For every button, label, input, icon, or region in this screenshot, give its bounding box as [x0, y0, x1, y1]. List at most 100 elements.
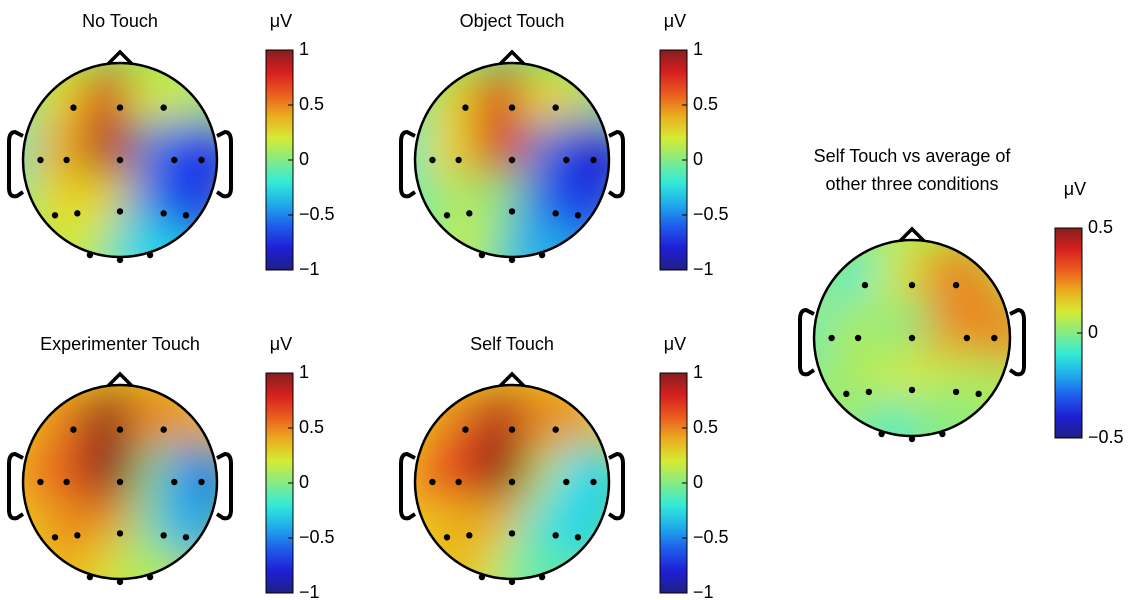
electrode — [552, 104, 559, 111]
scalp-map — [814, 240, 1010, 436]
ear — [399, 451, 417, 521]
colorbar-tick-label: −0.5 — [299, 204, 335, 224]
electrode — [563, 478, 570, 486]
colorbar-tick-label: 0 — [1088, 322, 1098, 342]
electrode — [478, 573, 486, 581]
electrode — [508, 578, 516, 586]
electrode — [508, 208, 516, 215]
electrode — [429, 156, 436, 164]
electrode — [552, 426, 559, 433]
nose — [106, 49, 134, 66]
electrode — [171, 478, 178, 486]
electrode — [51, 212, 59, 219]
electrode — [74, 210, 81, 217]
electrode — [508, 104, 516, 111]
electrode — [952, 388, 960, 396]
electrode — [86, 573, 94, 581]
ear — [1008, 307, 1026, 377]
potential-field — [814, 243, 1010, 436]
electrode — [160, 426, 167, 433]
electrode — [182, 534, 190, 541]
electrode — [462, 426, 469, 433]
electrode — [975, 390, 982, 398]
electrode — [160, 104, 167, 111]
electrode — [116, 530, 124, 537]
electrode — [443, 212, 451, 219]
ear — [607, 451, 625, 521]
electrode — [590, 478, 597, 486]
electrode — [63, 156, 70, 164]
scalp-map — [415, 63, 609, 257]
electrode — [146, 573, 154, 581]
colorbar-tick-label: −1 — [693, 259, 714, 279]
potential-field — [23, 66, 217, 257]
unit-label: μV — [270, 334, 292, 354]
electrode — [116, 578, 124, 586]
colorbar-tick-label: 0.5 — [693, 94, 718, 114]
colorbar-tick-label: 1 — [299, 39, 309, 59]
colorbar-tick-label: −1 — [693, 582, 714, 600]
electrode — [552, 210, 559, 217]
electrode — [160, 210, 167, 217]
colorbar-tick-label: −0.5 — [1088, 427, 1124, 447]
electrode — [590, 156, 597, 164]
colorbar-tick-label: 0.5 — [693, 417, 718, 437]
colorbar-tick-label: −0.5 — [693, 204, 729, 224]
potential-field — [415, 66, 609, 257]
scalp-map — [415, 385, 609, 579]
colorbar-tick-label: 1 — [299, 362, 309, 382]
electrode — [574, 534, 582, 541]
electrode — [952, 281, 960, 289]
chart-title: Self Touch — [470, 334, 554, 354]
electrode — [70, 104, 77, 111]
electrode — [908, 435, 916, 443]
scalp-map — [23, 63, 217, 257]
nose — [898, 226, 926, 243]
nose — [498, 49, 526, 66]
colorbar-tick-label: −0.5 — [299, 527, 335, 547]
electrode — [74, 532, 81, 539]
nose — [498, 371, 526, 388]
chart-title: No Touch — [82, 11, 158, 31]
electrode — [160, 532, 167, 539]
electrode — [443, 534, 451, 541]
potential-field — [23, 388, 217, 579]
electrode — [146, 251, 154, 259]
colorbar-tick-label: −1 — [299, 582, 320, 600]
scalp-map — [23, 385, 217, 579]
colorbar-tick-label: 0.5 — [299, 94, 324, 114]
electrode — [455, 156, 462, 164]
electrode — [538, 573, 546, 581]
electrode — [508, 478, 516, 486]
unit-label: μV — [664, 11, 686, 31]
electrode — [70, 426, 77, 433]
electrode — [37, 156, 44, 164]
colorbar-tick-label: 0 — [299, 472, 309, 492]
electrode — [508, 426, 516, 433]
ear — [798, 307, 816, 377]
colorbar-tick-label: 1 — [693, 39, 703, 59]
electrode — [198, 156, 205, 164]
ear — [607, 129, 625, 199]
unit-label: μV — [270, 11, 292, 31]
electrode — [991, 334, 998, 342]
electrode — [908, 334, 916, 342]
electrode — [508, 156, 516, 164]
chart-title: Self Touch vs average of — [814, 146, 1012, 166]
colorbar-tick-label: 0 — [693, 149, 703, 169]
ear — [215, 129, 233, 199]
electrode — [478, 251, 486, 259]
electrode — [116, 478, 124, 486]
chart-title: Experimenter Touch — [40, 334, 200, 354]
colorbar-tick-label: −1 — [299, 259, 320, 279]
colorbar-tick-label: 1 — [693, 362, 703, 382]
electrode — [182, 212, 190, 219]
electrode — [116, 156, 124, 164]
electrode — [828, 334, 835, 342]
electrode — [843, 390, 850, 398]
colorbar-tick-label: 0 — [693, 472, 703, 492]
electrode — [86, 251, 94, 259]
unit-label: μV — [664, 334, 686, 354]
electrode — [963, 334, 971, 342]
